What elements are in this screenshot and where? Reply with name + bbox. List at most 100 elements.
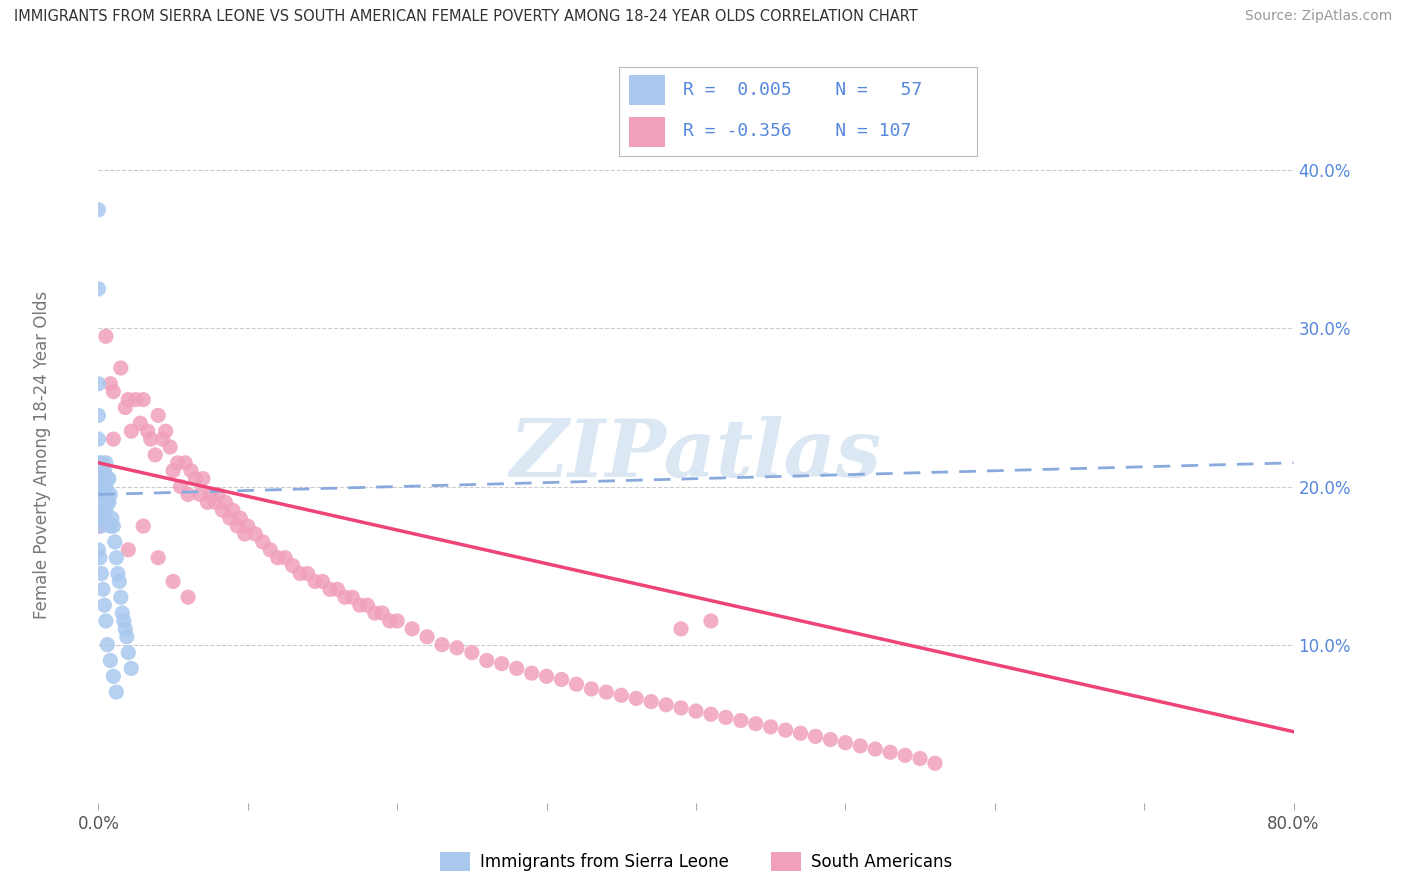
Point: [139, 432, 162, 446]
Point: [669, 701, 692, 715]
Point: [745, 716, 768, 731]
Point: [804, 730, 827, 744]
Point: [96, 472, 118, 486]
Point: [87, 432, 110, 446]
Point: [759, 720, 782, 734]
Point: [775, 723, 797, 737]
Point: [114, 622, 136, 636]
Point: [267, 550, 290, 565]
Point: [226, 519, 249, 533]
Point: [356, 598, 378, 612]
Point: [229, 511, 252, 525]
Point: [155, 424, 177, 438]
Point: [89, 479, 111, 493]
Point: [536, 669, 558, 683]
Point: [91, 582, 114, 597]
Point: [112, 614, 135, 628]
FancyBboxPatch shape: [630, 117, 665, 147]
Point: [834, 736, 856, 750]
Point: [103, 669, 125, 683]
Point: [245, 527, 267, 541]
Point: [236, 519, 259, 533]
Point: [94, 456, 117, 470]
Point: [669, 622, 692, 636]
Point: [110, 591, 132, 605]
Point: [90, 519, 112, 533]
Point: [148, 409, 170, 423]
Point: [222, 503, 245, 517]
Point: [89, 503, 111, 517]
Point: [461, 646, 484, 660]
Point: [91, 464, 114, 478]
Point: [120, 424, 142, 438]
Point: [110, 360, 132, 375]
Point: [188, 487, 211, 501]
Point: [87, 472, 110, 486]
Point: [908, 751, 931, 765]
Point: [640, 695, 662, 709]
Point: [143, 448, 166, 462]
Point: [96, 638, 118, 652]
Point: [100, 376, 122, 391]
Point: [97, 472, 120, 486]
Point: [89, 472, 111, 486]
Point: [214, 495, 236, 509]
Point: [865, 742, 887, 756]
Point: [565, 677, 588, 691]
Point: [233, 527, 256, 541]
Point: [204, 495, 226, 509]
Point: [180, 464, 202, 478]
Point: [626, 691, 648, 706]
Point: [117, 542, 139, 557]
Point: [87, 376, 110, 391]
Point: [211, 503, 233, 517]
Point: [177, 487, 200, 501]
Point: [115, 630, 138, 644]
Point: [581, 681, 603, 696]
Point: [90, 456, 112, 470]
Point: [349, 598, 371, 612]
Point: [281, 558, 304, 573]
Point: [700, 614, 723, 628]
Point: [104, 534, 127, 549]
Point: [924, 756, 946, 771]
Text: ZIPatlas: ZIPatlas: [510, 417, 882, 493]
Point: [333, 591, 356, 605]
Point: [101, 511, 124, 525]
Point: [91, 487, 114, 501]
Point: [200, 487, 222, 501]
Point: [100, 487, 122, 501]
Point: [87, 456, 110, 470]
Point: [304, 574, 326, 589]
Point: [595, 685, 617, 699]
Point: [108, 574, 131, 589]
Point: [152, 432, 174, 446]
Point: [87, 542, 110, 557]
Legend: Immigrants from Sierra Leone, South Americans: Immigrants from Sierra Leone, South Amer…: [433, 846, 959, 878]
Point: [610, 688, 633, 702]
Point: [87, 202, 110, 217]
Point: [87, 503, 110, 517]
Point: [94, 503, 117, 517]
Point: [89, 464, 111, 478]
Point: [169, 479, 191, 493]
Point: [378, 614, 401, 628]
Point: [87, 487, 110, 501]
Point: [252, 534, 274, 549]
Point: [259, 542, 281, 557]
Point: [89, 550, 111, 565]
Point: [371, 606, 394, 620]
Point: [491, 657, 513, 671]
Point: [700, 707, 723, 722]
Point: [148, 550, 170, 565]
Point: [87, 282, 110, 296]
Point: [89, 511, 111, 525]
Point: [162, 464, 184, 478]
Point: [685, 704, 707, 718]
Point: [103, 384, 125, 399]
Point: [100, 653, 122, 667]
Point: [166, 456, 188, 470]
Point: [103, 432, 125, 446]
Point: [94, 479, 117, 493]
Point: [90, 472, 112, 486]
